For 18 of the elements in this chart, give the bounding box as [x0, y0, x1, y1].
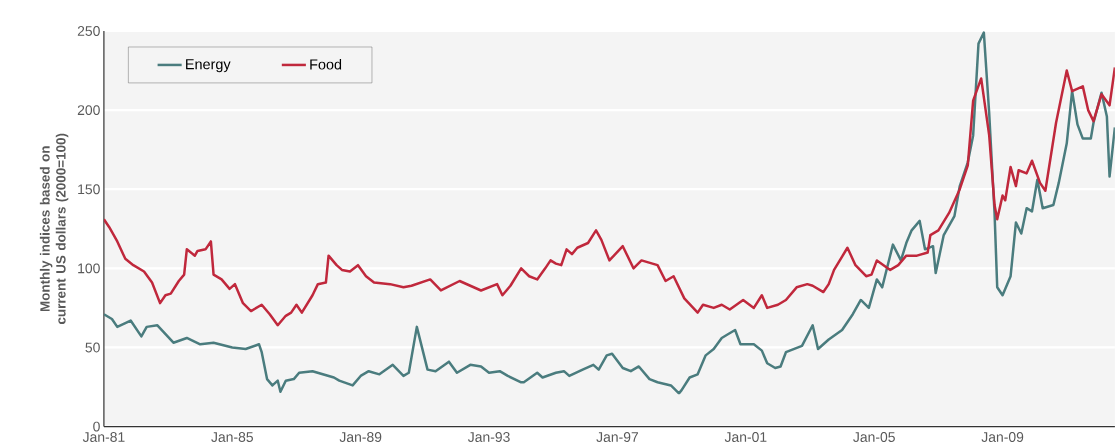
x-tick-label: Jan-01: [724, 431, 767, 442]
y-axis-title: Monthly indices based on current US dollars (2000=100): [39, 133, 69, 324]
y-tick-label: 50: [85, 342, 100, 353]
legend-label: Food: [310, 58, 342, 70]
x-tick-label: Jan-85: [211, 431, 253, 442]
y-tick-label: 150: [78, 184, 100, 195]
x-tick-label: Jan-09: [981, 431, 1024, 442]
x-tick-label: Jan-89: [339, 431, 382, 442]
y-tick-label: 200: [77, 105, 100, 115]
y-tick-label: 250: [77, 25, 100, 36]
legend-label: Energy: [186, 59, 231, 73]
x-tick-label: Jan-05: [853, 431, 895, 442]
x-tick-label: Jan-93: [467, 431, 510, 442]
y-tick-label: 100: [78, 263, 100, 274]
line-series: [103, 31, 1115, 395]
x-tick-label: Jan-81: [82, 431, 125, 442]
y-tick-label: 0: [93, 421, 100, 432]
x-tick-label: Jan-97: [596, 431, 639, 442]
